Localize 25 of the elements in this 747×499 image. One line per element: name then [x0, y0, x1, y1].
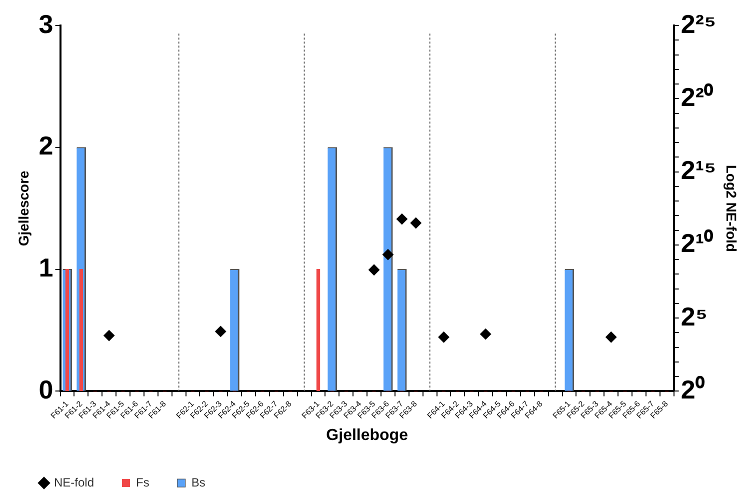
x-axis-title: Gjelleboge	[326, 426, 408, 444]
point	[480, 328, 492, 340]
y2-tick-label: 2⁵	[680, 301, 708, 332]
y2-tick-label: 2²⁰	[680, 82, 714, 112]
y2-tick-label: 2²⁵	[680, 8, 716, 39]
point	[606, 332, 617, 343]
point	[396, 214, 408, 225]
y-tick-label: 1	[38, 252, 54, 283]
y2-tick-label: 2¹⁵	[680, 155, 716, 186]
y-tick-label: 0	[38, 374, 54, 404]
y-tick-label: 3	[38, 8, 54, 39]
y2-tick-label: 2⁰	[680, 374, 706, 404]
point	[104, 330, 115, 342]
point	[215, 326, 226, 337]
legend-label: Bs	[191, 475, 206, 490]
y-axis-title: Gjellescore	[15, 170, 32, 246]
y-tick-label: 2	[38, 130, 54, 161]
point	[382, 249, 394, 260]
point	[368, 264, 380, 276]
y2-axis-title: Log2 NE-fold	[724, 164, 740, 252]
point	[410, 218, 422, 229]
legend-label: NE-fold	[54, 475, 94, 490]
point	[438, 332, 450, 343]
y2-tick-label: 2¹⁰	[680, 228, 714, 258]
legend-label: Fs	[136, 475, 150, 490]
